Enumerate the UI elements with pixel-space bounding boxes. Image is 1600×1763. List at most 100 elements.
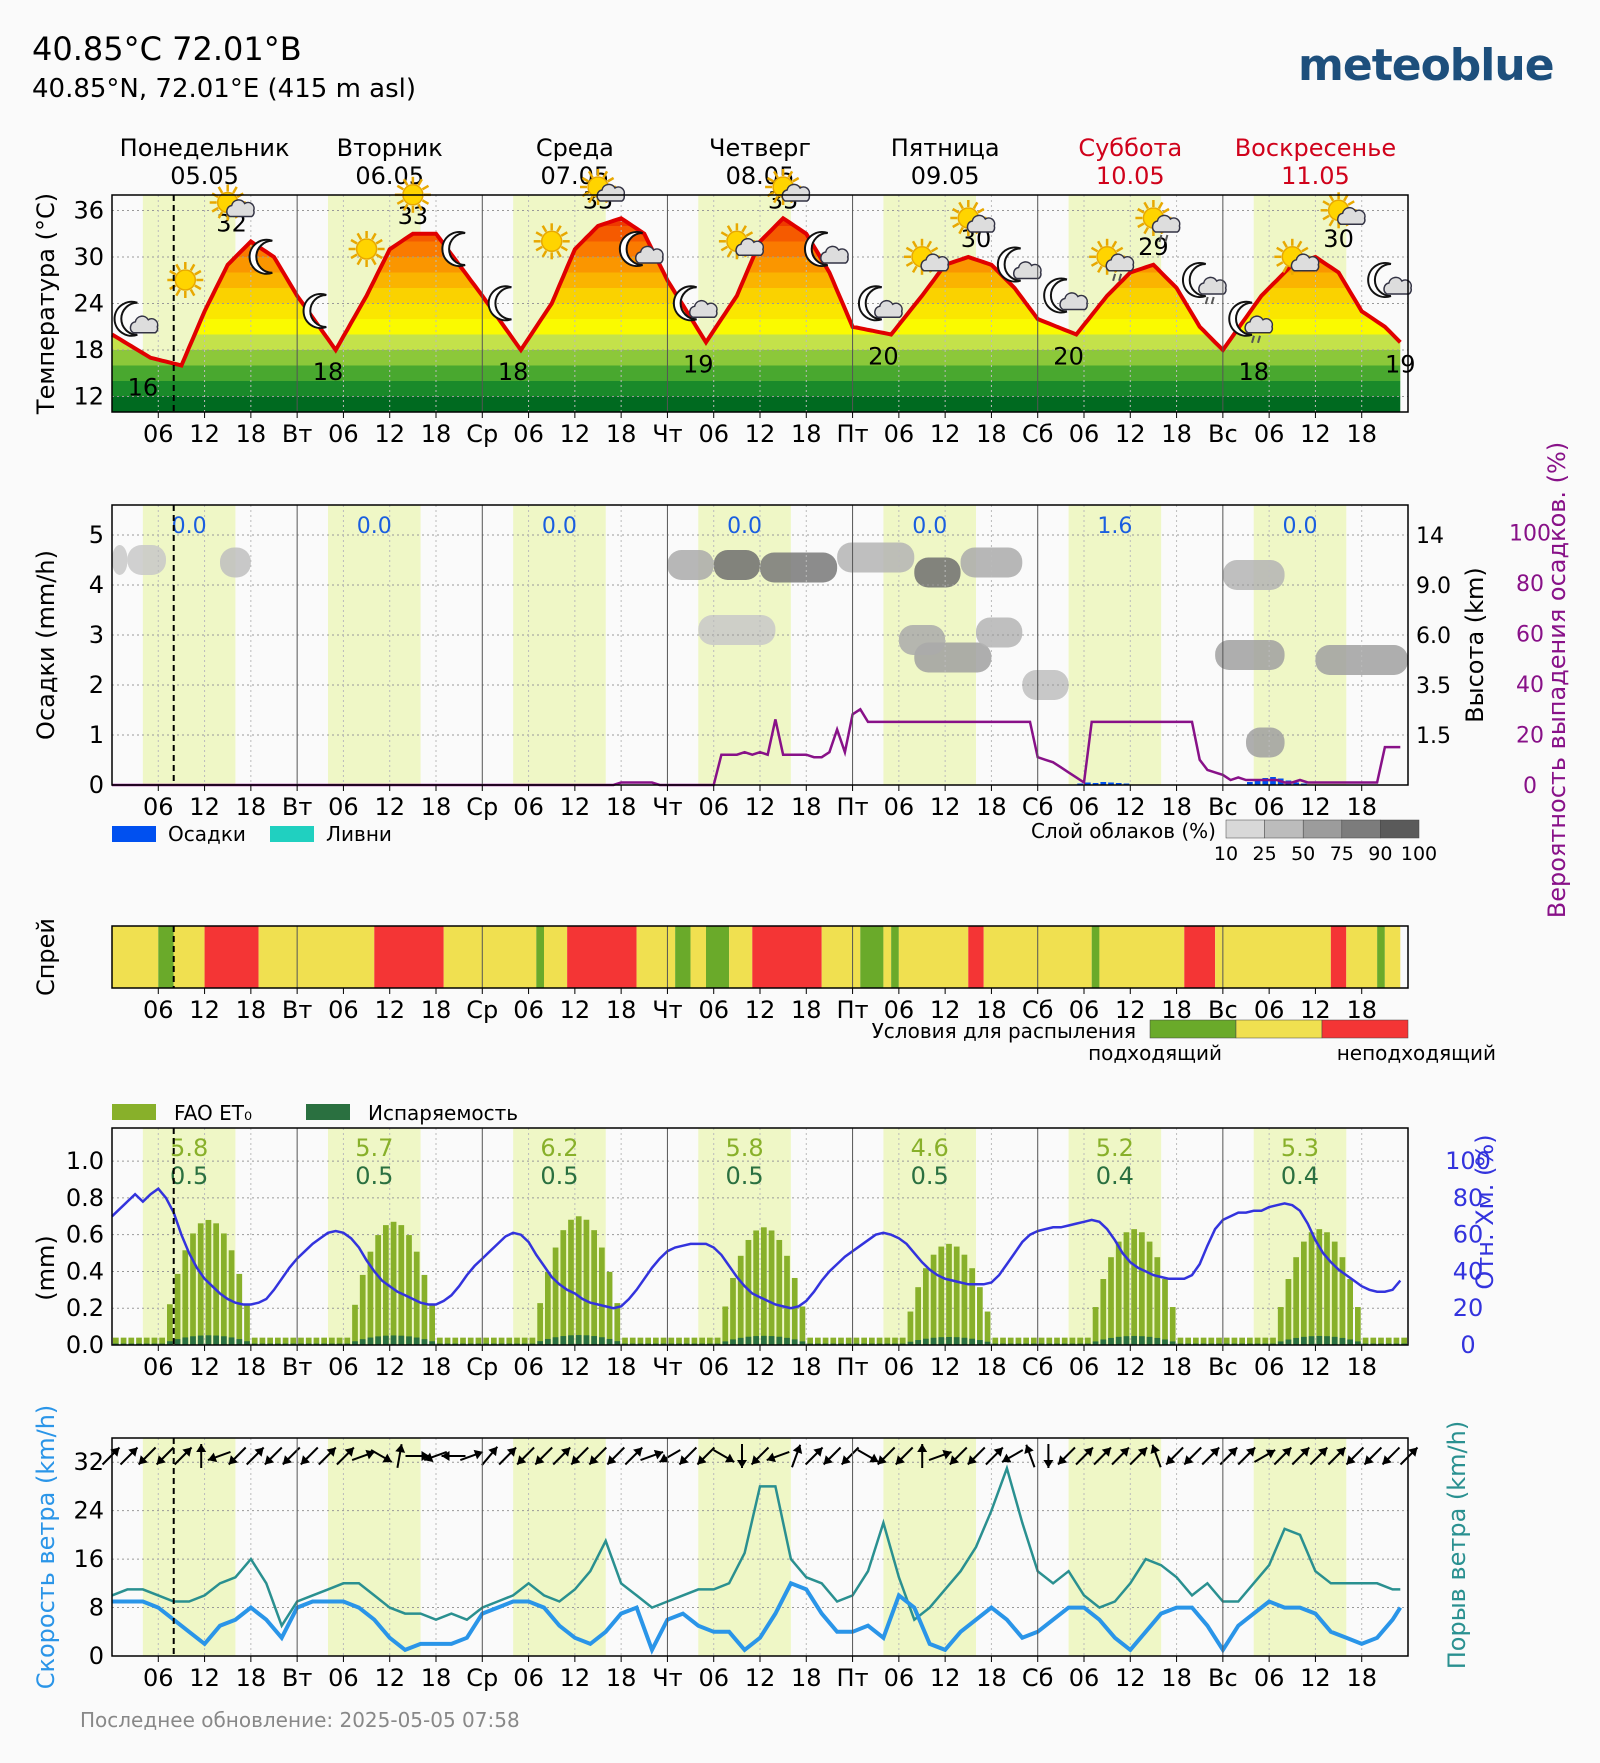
et0-bar-115 [1000,1337,1006,1345]
wind-arrow-icon-33 [696,1446,716,1466]
wind-arrow-head [942,1449,952,1460]
evap-bar-41 [429,1341,435,1345]
temp-ytick-18: 18 [73,336,104,364]
precip-xtick-0-12: 12 [189,793,220,821]
et-legend-swatch-0 [112,1104,156,1120]
temp-label-4: 18 [498,358,529,386]
et0-bar-105 [923,1268,929,1345]
et-xtick-day-3: Чт [652,1353,682,1381]
wind-arrow-head [517,1455,527,1465]
cloud-layer-8 [960,547,1023,578]
spray-legend-bad: неподходящий [1337,1041,1496,1065]
evap-daily-6: 0.4 [1281,1162,1319,1190]
wind-arrow-icon-8 [246,1446,265,1466]
precip-daylight-2 [513,505,606,785]
wind-arrow-head [1245,1447,1256,1457]
et0-bar-117 [1015,1337,1022,1345]
evap-bar-159 [1339,1337,1346,1345]
precip-daily-total-4: 0.0 [912,514,947,539]
spray-xtick-3-6: 06 [698,996,729,1024]
spray-xtick-0-18: 18 [236,996,267,1024]
et0-bar-39 [413,1251,420,1345]
et-xtick-3-12: 12 [745,1353,776,1381]
wind-arrow-icon-70 [1363,1446,1383,1466]
moon-cloud-icon-12 [672,285,718,322]
sun-ray [1328,219,1335,227]
temp-band-2 [112,365,1401,381]
et0-bar-161 [1355,1307,1361,1345]
evap-bar-13 [213,1335,219,1345]
spray-segment-14 [729,926,753,988]
et0-bar-142 [1208,1337,1215,1345]
et0-bar-166 [1393,1337,1400,1345]
sun-ray [930,246,939,253]
wind-xtick-3-18: 18 [791,1664,822,1692]
cloud-legend-tick-3: 75 [1330,843,1354,865]
moon-icon-4 [302,293,327,329]
wind-arrow-icon-48 [967,1446,986,1466]
et0-bar-25 [305,1337,312,1345]
et0-bar-52 [514,1337,520,1345]
wind-ytick-16: 16 [73,1545,104,1573]
precip-height-tick-2: 6.0 [1416,624,1451,649]
cloud-layer-9 [698,615,776,645]
wind-arrow-head [1083,1447,1093,1457]
evap-bar-11 [197,1335,204,1345]
spray-segment-1 [158,926,174,988]
et0-bar-167 [1401,1337,1407,1345]
evap-bar-7 [167,1341,173,1345]
moon-cloud-icon-11 [618,231,664,267]
cloud-legend-tick-1: 25 [1253,843,1277,865]
precip-xtick-day-4: Пт [837,793,869,821]
evap-bar-65 [614,1341,621,1345]
et0-bar-97 [861,1337,867,1345]
evap-daily-4: 0.5 [911,1162,949,1190]
wind-arrow-head [254,1447,264,1457]
et-xtick-day-1: Вт [282,1353,312,1381]
temp-band-1 [112,381,1401,397]
wind-arrow-icon-31 [659,1449,681,1463]
et0-bar-2 [128,1337,135,1345]
et0-bar-116 [1007,1337,1014,1345]
wind-line-speed [112,1580,1402,1655]
cloud-shape [1151,214,1181,233]
spray-xtick-2-6: 06 [513,996,544,1024]
wind-arrow-icon-3 [155,1446,175,1466]
sun-ray [587,195,594,204]
spray-xtick-4-18: 18 [976,996,1007,1024]
precip-prob-tick-1: 20 [1516,724,1544,749]
wind-arrow-icon-63 [1237,1446,1256,1466]
cloud-shape [1013,261,1042,280]
evap-daily-1: 0.5 [355,1162,393,1190]
wind-daylight-3 [698,1438,791,1656]
moon-shape [996,246,1021,283]
spray-legend-good: подходящий [1088,1041,1222,1065]
cloud-shape [1290,253,1320,272]
precip-xtick-6-12: 12 [1300,793,1331,821]
et0-daily-1: 5.7 [355,1134,393,1162]
day-name-6: Воскресенье [1235,134,1396,162]
sun-cloud-icon-26 [1320,192,1366,229]
precip-bar-9 [1262,778,1269,785]
wind-arrow-head [1227,1447,1238,1457]
temp-label-6: 19 [683,350,714,378]
et0-bar-111 [969,1268,975,1345]
et0-bar-119 [1031,1337,1037,1345]
temp-band-4 [112,334,1401,350]
et-xtick-day-5: Сб [1022,1353,1054,1381]
wind-arrow-head [264,1455,275,1465]
wind-arrow-icon-49 [985,1446,1004,1466]
temp-xtick-day-1: Вт [282,420,312,448]
sun-ray [421,184,430,191]
gust-ylabel: Порыв ветра (km/h) [1443,1421,1471,1669]
wind-arrow-head [1150,1444,1160,1454]
wind-arrow-head [300,1455,311,1465]
et0-bar-108 [946,1243,952,1345]
sun-ray [541,250,548,258]
wind-arrow-icon-34 [713,1449,735,1463]
spray-legend-title: Условия для распыления [872,1019,1136,1043]
brand-logo[interactable]: meteoblue [1298,40,1555,91]
precip-xtick-2-6: 06 [513,793,544,821]
evap-daily-0: 0.5 [170,1162,208,1190]
